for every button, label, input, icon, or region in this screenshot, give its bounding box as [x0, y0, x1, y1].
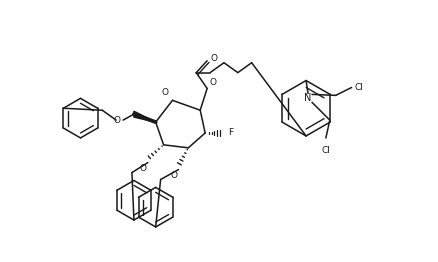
Text: N: N	[304, 93, 311, 103]
Text: O: O	[208, 78, 215, 88]
Text: O: O	[161, 88, 168, 97]
Text: O: O	[170, 171, 177, 179]
Text: F: F	[227, 128, 233, 138]
Text: O: O	[113, 116, 120, 125]
Text: O: O	[210, 54, 217, 63]
Text: Cl: Cl	[321, 146, 329, 155]
Text: Cl: Cl	[354, 83, 363, 92]
Text: O: O	[139, 164, 146, 173]
Polygon shape	[134, 111, 155, 122]
